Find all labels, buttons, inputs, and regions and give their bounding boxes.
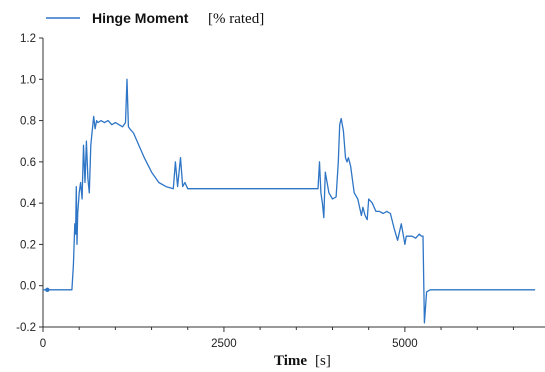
x-tick-label: 0 [40, 338, 46, 350]
legend-series-unit: [% rated] [208, 11, 264, 27]
x-axis-label: Time [s] [274, 353, 331, 369]
x-axis-label-name: Time [274, 353, 307, 369]
x-axis-label-unit: [s] [315, 353, 331, 369]
y-axis-ticks: -0.2 0.0 0.2 0.4 0.6 0.8 1.0 1.2 [16, 33, 43, 334]
y-tick-label: 0.6 [20, 157, 36, 169]
x-tick-label: 5000 [392, 338, 418, 350]
series-start-marker [45, 287, 50, 293]
legend: Hinge Moment [% rated] [46, 10, 264, 27]
series-layer [43, 78, 536, 324]
series-line-hinge-moment [43, 78, 536, 324]
y-tick-label: 1.2 [20, 33, 36, 45]
y-tick-label: 0.4 [20, 198, 37, 210]
legend-series-name: Hinge Moment [92, 10, 189, 26]
y-tick-label: 0.2 [20, 239, 36, 251]
y-tick-label: -0.2 [16, 322, 36, 334]
x-axis-ticks: 0 2500 5000 [40, 327, 514, 350]
y-tick-label: 0.0 [20, 281, 36, 293]
y-tick-label: 1.0 [20, 74, 36, 86]
y-tick-label: 0.8 [20, 116, 36, 128]
plot-area [42, 38, 545, 328]
x-tick-label: 2500 [211, 338, 237, 350]
